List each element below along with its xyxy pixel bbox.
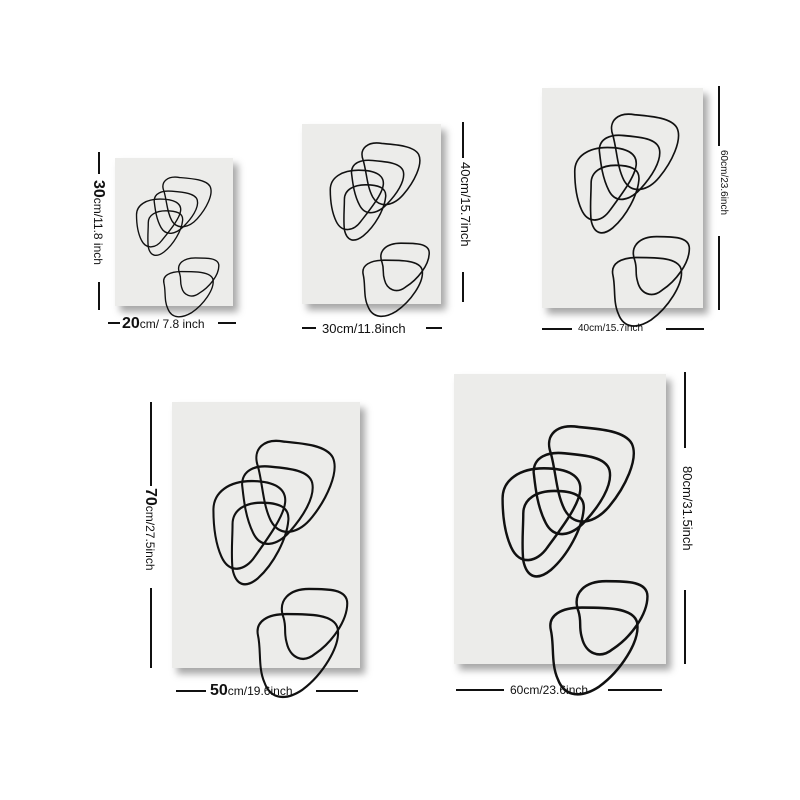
width-line-left — [108, 322, 120, 324]
height-line-bottom — [98, 282, 100, 310]
width-label: 20cm/ 7.8 inch — [122, 316, 205, 332]
width-label: 30cm/11.8inch — [322, 321, 406, 336]
width-line-left — [176, 690, 206, 692]
width-number: 20 — [122, 315, 140, 332]
height-line-bottom — [150, 588, 152, 668]
height-line-bottom — [718, 236, 720, 310]
poster-40x60 — [542, 88, 703, 327]
width-line-left — [302, 327, 316, 329]
height-label: 40cm/15.7inch — [458, 162, 473, 247]
width-label: 50cm/19.6inch — [210, 683, 293, 699]
height-line-bottom — [684, 590, 686, 664]
height-label: 60cm/23.6inch — [718, 150, 729, 216]
width-label: 40cm/15.7inch — [578, 323, 644, 334]
height-line-top — [98, 152, 100, 174]
height-unit: cm/27.5inch — [143, 505, 157, 571]
height-label: 30cm/11.8 inch — [90, 180, 107, 265]
height-number: 30 — [90, 180, 107, 198]
width-line-left — [542, 328, 572, 330]
line-art-icon — [212, 439, 349, 698]
height-line-top — [684, 372, 686, 448]
height-label: 80cm/31.5inch — [680, 466, 695, 551]
width-unit: cm/19.6inch — [227, 684, 293, 698]
height-unit: cm/11.8 inch — [91, 197, 105, 265]
width-line-right — [608, 689, 662, 691]
height-line-bottom — [462, 272, 464, 302]
poster-50x70 — [172, 402, 360, 698]
height-label: 70cm/27.5inch — [142, 488, 159, 571]
width-line-right — [218, 322, 236, 324]
line-art-icon — [136, 176, 220, 318]
height-line-top — [150, 402, 152, 486]
line-art-icon — [574, 113, 691, 327]
poster-20x30 — [115, 158, 233, 318]
width-unit: cm/ 7.8 inch — [139, 317, 205, 331]
line-art-icon — [329, 142, 430, 317]
width-line-right — [666, 328, 704, 330]
poster-60x80 — [454, 374, 666, 696]
height-line-top — [718, 86, 720, 146]
width-label: 60cm/23.6inch — [510, 683, 589, 697]
width-line-right — [316, 690, 358, 692]
width-number: 50 — [210, 682, 228, 699]
width-line-right — [426, 327, 442, 329]
height-line-top — [462, 122, 464, 158]
poster-30x40 — [302, 124, 441, 317]
height-number: 70 — [142, 488, 159, 506]
width-line-left — [456, 689, 504, 691]
line-art-icon — [501, 425, 649, 696]
